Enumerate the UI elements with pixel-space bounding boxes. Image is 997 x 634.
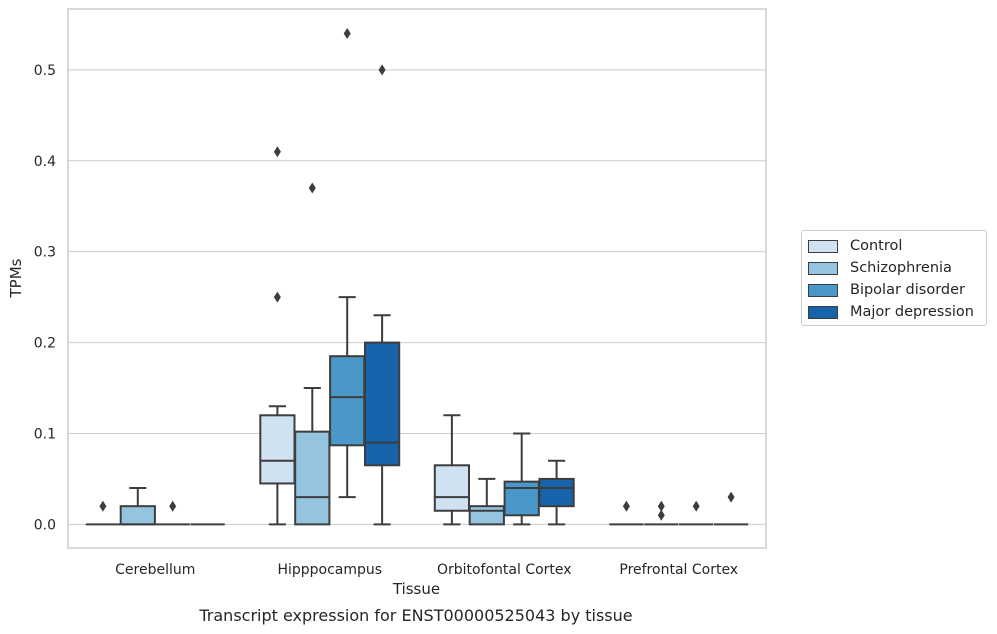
legend-label: Major depression bbox=[850, 304, 974, 320]
legend-swatch bbox=[808, 283, 838, 297]
legend-label: Control bbox=[850, 238, 903, 254]
outlier-point bbox=[169, 500, 177, 512]
box-schizophrenia bbox=[468, 477, 505, 526]
outlier-point bbox=[378, 64, 386, 76]
outlier-point bbox=[273, 291, 281, 303]
outlier-point bbox=[99, 500, 107, 512]
box-iqr bbox=[433, 464, 471, 512]
legend-swatch bbox=[808, 239, 838, 253]
box-schizophrenia bbox=[294, 182, 331, 526]
x-axis-label: Tissue bbox=[392, 580, 440, 598]
box-iqr bbox=[259, 414, 296, 485]
legend-label: Bipolar disorder bbox=[850, 282, 965, 298]
box-control bbox=[609, 500, 644, 526]
box-schizophrenia bbox=[119, 487, 156, 526]
box-major-depression bbox=[713, 491, 749, 526]
box-iqr bbox=[294, 430, 331, 526]
box-iqr bbox=[503, 480, 540, 517]
y-tick-label: 0.0 bbox=[34, 517, 56, 533]
gridlines bbox=[68, 69, 766, 525]
chart-title: Transcript expression for ENST0000052504… bbox=[199, 606, 633, 625]
x-tick-label: Orbitofontal Cortex bbox=[437, 562, 572, 578]
legend: Control Schizophrenia Bipolar disorder M… bbox=[801, 230, 987, 326]
box-control bbox=[433, 414, 471, 526]
y-tick-label: 0.1 bbox=[34, 426, 56, 442]
box-bipolar-disorder bbox=[679, 500, 714, 526]
y-tick-label: 0.3 bbox=[34, 245, 56, 261]
box-bipolar-disorder bbox=[155, 500, 190, 526]
box-control bbox=[259, 146, 296, 526]
outlier-point bbox=[622, 500, 630, 512]
outlier-point bbox=[657, 500, 665, 512]
outlier-point bbox=[343, 28, 351, 40]
outlier-point bbox=[692, 500, 700, 512]
box-control bbox=[85, 500, 121, 526]
legend-swatch bbox=[808, 305, 838, 319]
outlier-point bbox=[308, 182, 316, 194]
x-tick-label: Hipppocampus bbox=[277, 562, 382, 578]
legend-item-control: Control bbox=[808, 236, 902, 256]
box-bipolar-disorder bbox=[329, 28, 366, 499]
y-tick-label: 0.5 bbox=[34, 63, 56, 79]
x-tick-label: Cerebellum bbox=[115, 562, 195, 578]
y-tick-label: 0.2 bbox=[34, 336, 56, 352]
plot-frame bbox=[67, 8, 767, 549]
x-tick-label: Prefrontal Cortex bbox=[619, 562, 738, 578]
box-bipolar-disorder bbox=[503, 432, 540, 526]
box-schizophrenia bbox=[644, 500, 679, 526]
outlier-point bbox=[727, 491, 735, 503]
legend-item-major-depression: Major depression bbox=[808, 302, 974, 322]
legend-item-bipolar-disorder: Bipolar disorder bbox=[808, 280, 965, 300]
box-major-depression bbox=[538, 459, 575, 526]
box-iqr bbox=[538, 477, 575, 508]
legend-item-schizophrenia: Schizophrenia bbox=[808, 258, 952, 278]
tick-labels: 0.0 0.1 0.2 0.3 0.4 0.5 Cerebellum Hipppocampus… bbox=[34, 63, 738, 578]
box-plot-marks bbox=[85, 28, 749, 526]
outlier-point bbox=[657, 509, 665, 521]
box-iqr bbox=[329, 355, 366, 447]
y-axis-label: TPMs bbox=[7, 258, 25, 298]
legend-swatch bbox=[808, 261, 838, 275]
box-iqr bbox=[468, 505, 505, 526]
plot-border bbox=[67, 8, 767, 549]
outlier-point bbox=[273, 146, 281, 158]
box-iqr bbox=[119, 505, 156, 526]
legend-label: Schizophrenia bbox=[850, 260, 952, 276]
box-major-depression bbox=[363, 64, 401, 526]
box-iqr bbox=[363, 341, 401, 467]
y-tick-label: 0.4 bbox=[34, 154, 56, 170]
